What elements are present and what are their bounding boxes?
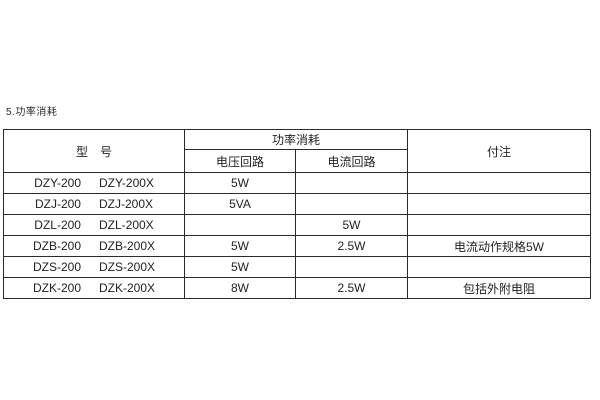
- cell-current: [294, 172, 409, 194]
- table-row: DZK-200 DZK-200X 8W 2.5W 包括外附电阻: [3, 277, 592, 299]
- power-consumption-table: 型 号 功率消耗 付注 电压回路 电流回路 DZY-200 DZY-200X 5W…: [3, 129, 592, 299]
- table-row: DZB-200 DZB-200X 5W 2.5W 电流动作规格5W: [3, 235, 592, 257]
- cell-note: [407, 193, 592, 215]
- cell-note: [407, 256, 592, 278]
- model-b: DZJ-200X: [98, 197, 154, 211]
- cell-current: 2.5W: [294, 235, 409, 257]
- header-power-group: 功率消耗: [183, 129, 409, 150]
- section-title: 5.功率消耗: [6, 107, 58, 118]
- cell-voltage: 8W: [184, 277, 296, 299]
- header-model: 型 号: [3, 129, 185, 173]
- cell-note: [407, 214, 592, 236]
- cell-model: DZY-200 DZY-200X: [3, 172, 185, 194]
- cell-model: DZJ-200 DZJ-200X: [3, 193, 185, 215]
- model-b: DZK-200X: [99, 281, 156, 295]
- cell-note: 包括外附电阻: [407, 277, 592, 299]
- header-row-sub: 电压回路 电流回路: [4, 149, 591, 173]
- cell-note: 电流动作规格5W: [407, 235, 592, 257]
- table-row: DZL-200 DZL-200X 5W: [3, 214, 592, 236]
- header-voltage-circuit: 电压回路: [184, 149, 296, 173]
- model-a: DZL-200: [34, 218, 81, 232]
- table-row: DZJ-200 DZJ-200X 5VA: [3, 193, 592, 215]
- header-current-circuit: 电流回路: [294, 149, 409, 173]
- cell-voltage: 5W: [184, 256, 296, 278]
- header-notes: 付注: [407, 129, 592, 173]
- header-row-top: 型 号 功率消耗 付注: [3, 129, 592, 173]
- table-row: DZY-200 DZY-200X 5W: [3, 172, 592, 194]
- cell-current: 5W: [294, 214, 409, 236]
- table-row: DZS-200 DZS-200X 5W: [3, 256, 592, 278]
- model-a: DZS-200: [32, 260, 81, 274]
- model-b: DZY-200X: [99, 176, 154, 190]
- model-a: DZJ-200: [34, 197, 81, 211]
- model-b: DZB-200X: [99, 239, 156, 253]
- cell-voltage: 5W: [184, 172, 296, 194]
- model-a: DZK-200: [32, 281, 81, 295]
- model-a: DZY-200: [34, 176, 81, 190]
- cell-model: DZK-200 DZK-200X: [3, 277, 185, 299]
- cell-note: [407, 172, 592, 194]
- cell-voltage: 5VA: [184, 193, 296, 215]
- cell-model: DZL-200 DZL-200X: [3, 214, 185, 236]
- cell-current: [294, 256, 409, 278]
- cell-current: 2.5W: [294, 277, 409, 299]
- cell-voltage: 5W: [184, 235, 296, 257]
- cell-current: [294, 193, 409, 215]
- model-a: DZB-200: [32, 239, 81, 253]
- model-b: DZL-200X: [98, 218, 154, 232]
- cell-voltage: [184, 214, 296, 236]
- cell-model: DZB-200 DZB-200X: [3, 235, 185, 257]
- model-b: DZS-200X: [99, 260, 156, 274]
- cell-model: DZS-200 DZS-200X: [3, 256, 185, 278]
